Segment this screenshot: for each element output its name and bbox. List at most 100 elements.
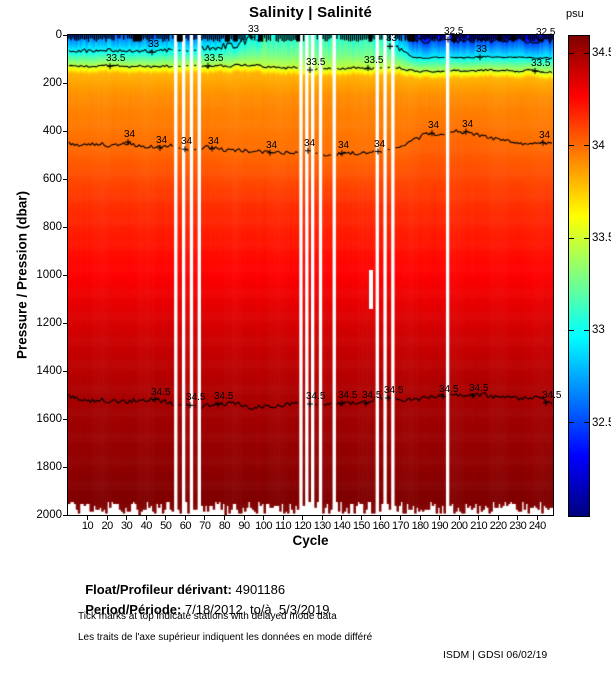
x-tick-label: 40 — [140, 520, 153, 532]
contour-label: 33 — [386, 33, 398, 45]
y-tick-mark — [63, 226, 67, 228]
chart-title: Salinity | Salinité — [248, 4, 373, 21]
y-tick-mark — [63, 514, 67, 516]
colorbar-tick-mark — [569, 329, 574, 331]
colorbar-tick-mark — [569, 237, 574, 239]
y-tick-mark — [63, 178, 67, 180]
x-tick-mark — [399, 516, 401, 520]
y-tick-label: 2000 — [36, 509, 62, 521]
period-line: Period/Période: 7/18/2012 to/à 5/3/2019 — [78, 587, 330, 617]
colorbar-tick-mark — [584, 145, 589, 147]
agency-credit: ISDM | GDSI 06/02/19 — [443, 649, 548, 661]
x-tick-mark — [282, 516, 284, 520]
contour-label: 32.5 — [444, 26, 464, 38]
contour-label: 33 — [476, 44, 488, 56]
y-tick-mark — [63, 130, 67, 132]
x-tick-mark — [321, 516, 323, 520]
y-tick-mark — [63, 322, 67, 324]
x-tick-mark — [126, 516, 128, 520]
x-tick-label: 160 — [372, 520, 390, 532]
x-tick-label: 110 — [275, 520, 292, 532]
x-tick-label: 20 — [101, 520, 113, 532]
x-tick-mark — [145, 516, 147, 520]
y-tick-label: 200 — [42, 77, 62, 89]
y-tick-label: 800 — [42, 221, 62, 233]
contour-label: 32.5 — [536, 26, 556, 38]
delayed-mode-note-fr: Les traits de l'axe supérieur indiquent … — [78, 632, 373, 643]
x-tick-mark — [223, 516, 225, 520]
x-tick-mark — [517, 516, 519, 520]
contour-label: 34 — [428, 120, 440, 132]
x-tick-mark — [87, 516, 89, 520]
contour-label: 34.5 — [306, 390, 326, 402]
salinity-heatmap-canvas — [68, 35, 553, 515]
x-tick-mark — [380, 516, 382, 520]
x-tick-mark — [204, 516, 206, 520]
x-tick-mark — [184, 516, 186, 520]
x-tick-label: 180 — [411, 520, 429, 532]
y-tick-mark — [63, 466, 67, 468]
colorbar-tick-mark — [584, 237, 589, 239]
x-tick-label: 30 — [121, 520, 133, 532]
y-tick-label: 1400 — [36, 365, 62, 377]
period-value: 7/18/2012 to/à 5/3/2019 — [181, 602, 330, 617]
x-tick-label: 140 — [333, 520, 351, 532]
contour-label: 34 — [539, 129, 551, 141]
x-tick-label: 150 — [352, 520, 370, 532]
y-tick-label: 1000 — [36, 269, 62, 281]
contour-label: 34.5 — [542, 389, 562, 401]
y-tick-mark — [63, 82, 67, 84]
colorbar-tick-mark — [584, 52, 589, 54]
contour-label: 34 — [462, 118, 474, 130]
colorbar-tick-label: 32.5 — [592, 416, 611, 429]
x-tick-mark — [341, 516, 343, 520]
contour-label: 33.5 — [531, 58, 551, 70]
contour-label: 33 — [148, 39, 160, 51]
delayed-mode-note-en: Tick marks at top indicate stations with… — [78, 611, 337, 622]
contour-label: 34.5 — [384, 385, 404, 397]
x-tick-label: 80 — [218, 520, 231, 532]
contour-label: 34 — [266, 139, 278, 151]
float-id-label: Float/Profileur dérivant: — [85, 582, 232, 597]
y-tick-label: 400 — [42, 125, 62, 137]
x-tick-mark — [360, 516, 362, 520]
y-tick-label: 1200 — [36, 317, 62, 329]
x-tick-mark — [106, 516, 108, 520]
colorbar-tick-label: 33 — [592, 324, 605, 337]
colorbar-tick-mark — [584, 422, 589, 424]
x-tick-mark — [478, 516, 480, 520]
colorbar-tick-label: 34.5 — [592, 47, 611, 60]
x-tick-mark — [302, 516, 304, 520]
y-tick-mark — [63, 418, 67, 420]
y-tick-label: 600 — [42, 173, 62, 185]
contour-label: 34 — [208, 135, 220, 147]
colorbar-tick-label: 34 — [592, 139, 605, 152]
contour-label: 33 — [248, 24, 260, 36]
x-tick-mark — [497, 516, 499, 520]
contour-label: 34.5 — [186, 392, 206, 404]
period-label: Period/Période: — [85, 602, 182, 617]
contour-label: 34.5 — [214, 391, 234, 403]
y-tick-label: 1600 — [36, 413, 62, 425]
colorbar-tick-label: 33.5 — [592, 232, 611, 245]
contour-label: 33.5 — [204, 52, 224, 64]
float-id-value: 4901186 — [231, 582, 286, 597]
x-tick-mark — [439, 516, 441, 520]
x-tick-label: 230 — [509, 520, 527, 532]
contour-label: 34 — [124, 129, 136, 141]
x-tick-label: 170 — [392, 520, 409, 532]
x-tick-label: 120 — [294, 520, 312, 532]
colorbar-tick-mark — [569, 52, 574, 54]
y-tick-label: 0 — [55, 29, 62, 41]
contour-label: 33.5 — [106, 53, 126, 65]
x-tick-mark — [165, 516, 167, 520]
x-tick-mark — [243, 516, 245, 520]
float-id-line: Float/Profileur dérivant: 4901186 — [78, 567, 285, 597]
colorbar-tick-mark — [569, 145, 574, 147]
x-tick-label: 210 — [470, 520, 488, 532]
contour-label: 34.5 — [439, 383, 459, 395]
x-tick-label: 70 — [199, 520, 211, 532]
contour-label: 34 — [338, 140, 350, 152]
x-tick-label: 100 — [255, 520, 272, 532]
